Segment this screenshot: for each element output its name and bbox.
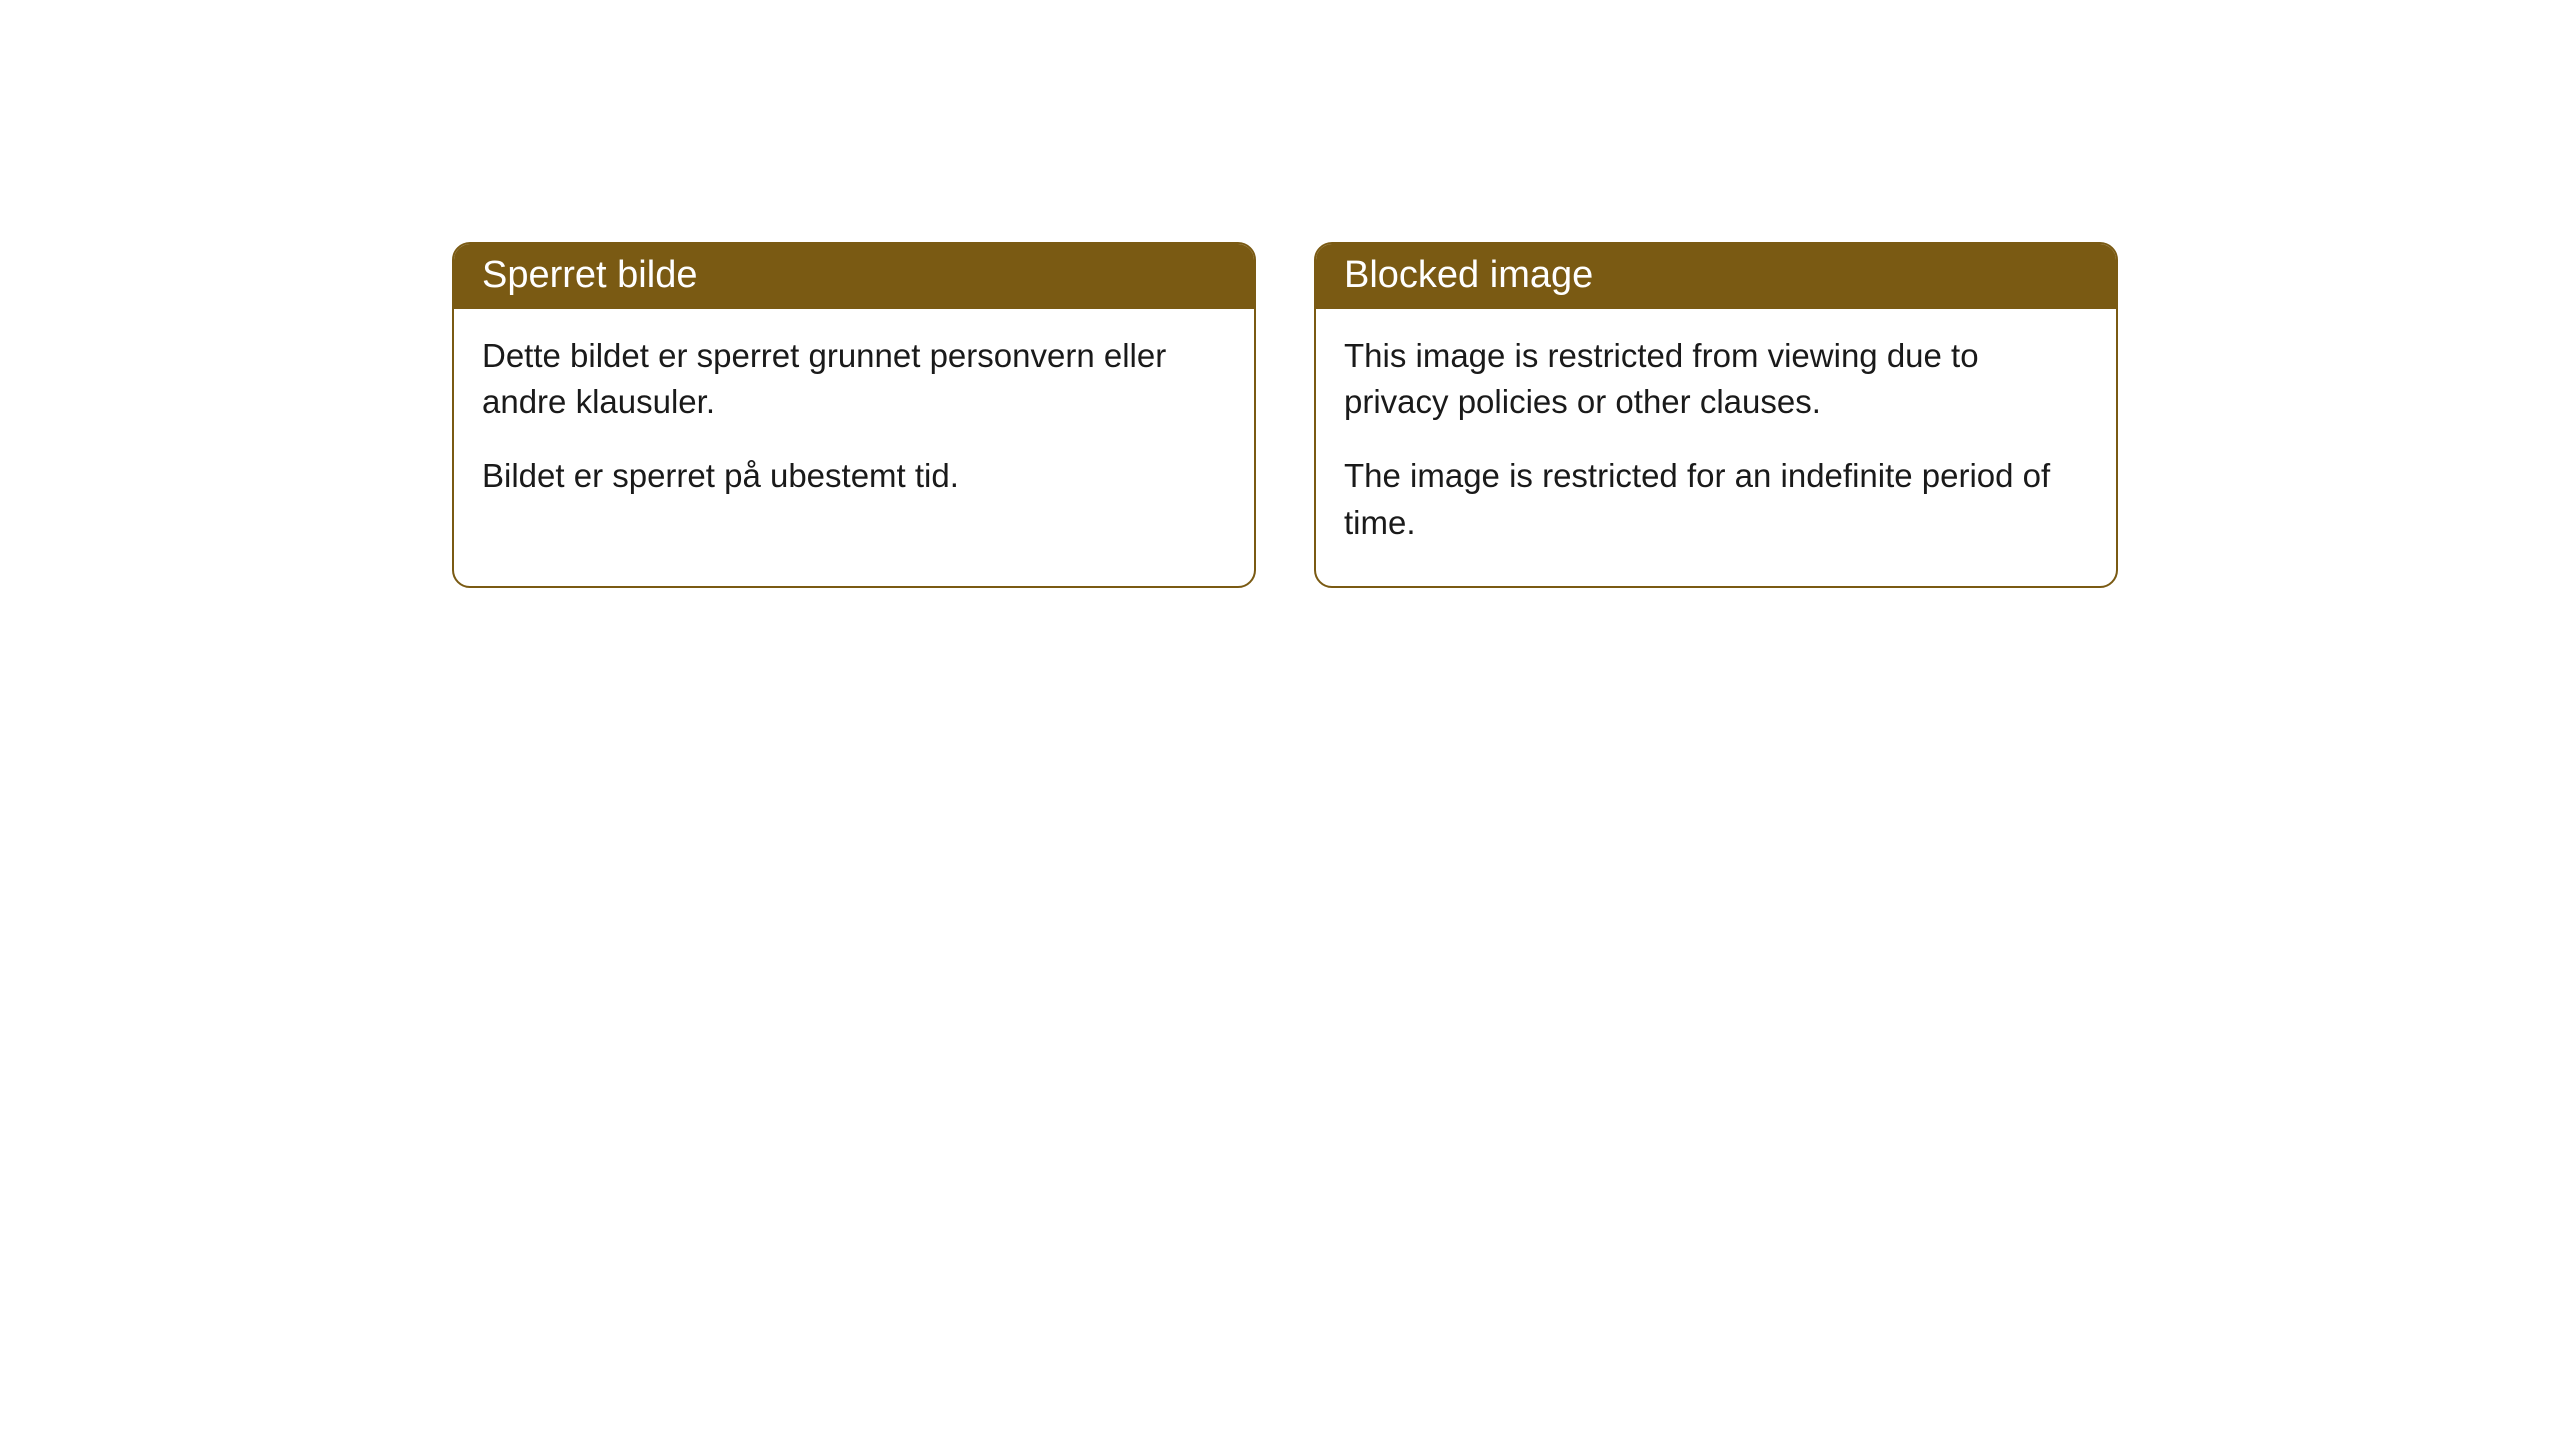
blocked-image-card-norwegian: Sperret bilde Dette bildet er sperret gr… xyxy=(452,242,1256,588)
blocked-image-card-english: Blocked image This image is restricted f… xyxy=(1314,242,2118,588)
card-paragraph: The image is restricted for an indefinit… xyxy=(1344,453,2088,545)
card-paragraph: Bildet er sperret på ubestemt tid. xyxy=(482,453,1226,499)
card-body: Dette bildet er sperret grunnet personve… xyxy=(454,309,1254,540)
card-header: Blocked image xyxy=(1316,244,2116,309)
card-title: Sperret bilde xyxy=(482,254,697,296)
card-paragraph: This image is restricted from viewing du… xyxy=(1344,333,2088,425)
card-body: This image is restricted from viewing du… xyxy=(1316,309,2116,586)
cards-container: Sperret bilde Dette bildet er sperret gr… xyxy=(452,242,2118,588)
card-title: Blocked image xyxy=(1344,254,1593,296)
card-header: Sperret bilde xyxy=(454,244,1254,309)
card-paragraph: Dette bildet er sperret grunnet personve… xyxy=(482,333,1226,425)
